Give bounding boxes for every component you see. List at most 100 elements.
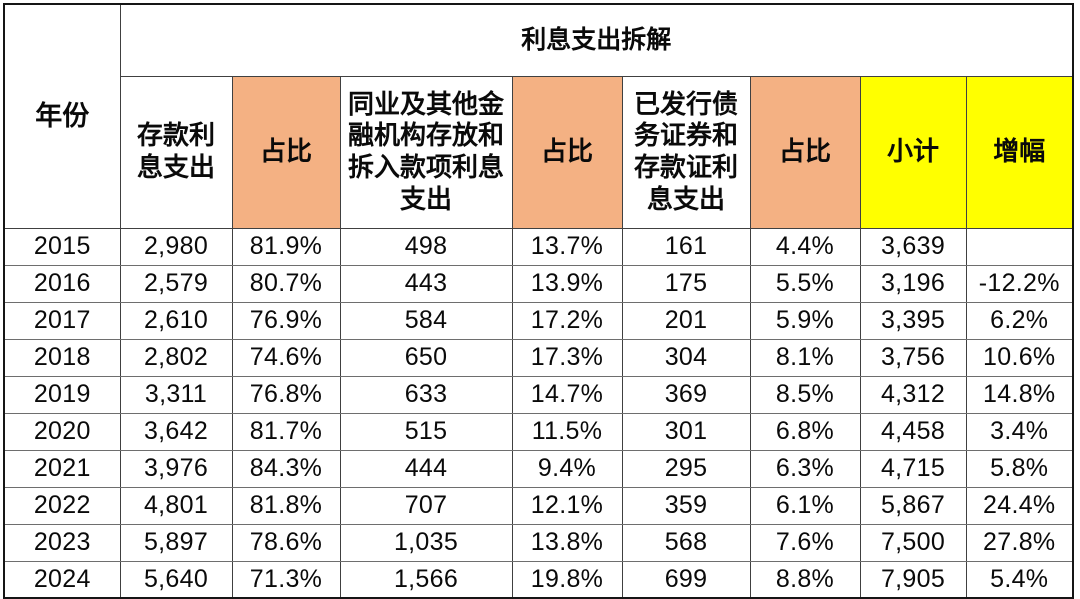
cell-interbank_share: 19.8% bbox=[511, 560, 623, 599]
header-deposit-interest: 存款利息支出 bbox=[119, 75, 233, 229]
cell-deposit_interest: 2,610 bbox=[119, 301, 233, 340]
cell-deposit_share: 81.9% bbox=[231, 227, 341, 266]
cell-debt_securities_interest: 369 bbox=[621, 375, 751, 414]
cell-deposit_share: 74.6% bbox=[231, 338, 341, 377]
header-growth: 增幅 bbox=[965, 75, 1074, 229]
cell-interbank_share: 14.7% bbox=[511, 375, 623, 414]
table-body: 2015 2,980 81.9% 498 13.7% 161 4.4% 3,639 2016 2,… bbox=[3, 227, 1074, 599]
cell-interbank_interest: 498 bbox=[339, 227, 513, 266]
cell-year: 2015 bbox=[3, 227, 121, 266]
cell-growth: 5.8% bbox=[965, 449, 1074, 488]
cell-deposit_interest: 3,976 bbox=[119, 449, 233, 488]
cell-debt_securities_share: 4.4% bbox=[749, 227, 861, 266]
header-deposit-share: 占比 bbox=[231, 75, 341, 229]
table-row: 2023 5,897 78.6% 1,035 13.8% 568 7.6% 7,500 27.8… bbox=[3, 523, 1074, 562]
table-row: 2022 4,801 81.8% 707 12.1% 359 6.1% 5,867 24.4% bbox=[3, 486, 1074, 525]
cell-deposit_share: 81.8% bbox=[231, 486, 341, 525]
cell-subtotal: 5,867 bbox=[859, 486, 967, 525]
cell-deposit_interest: 3,311 bbox=[119, 375, 233, 414]
cell-year: 2016 bbox=[3, 264, 121, 303]
cell-debt_securities_interest: 295 bbox=[621, 449, 751, 488]
cell-year: 2018 bbox=[3, 338, 121, 377]
cell-debt_securities_interest: 175 bbox=[621, 264, 751, 303]
cell-debt_securities_share: 8.1% bbox=[749, 338, 861, 377]
cell-interbank_share: 13.9% bbox=[511, 264, 623, 303]
cell-deposit_share: 76.8% bbox=[231, 375, 341, 414]
cell-growth: 5.4% bbox=[965, 560, 1074, 599]
cell-debt_securities_share: 6.1% bbox=[749, 486, 861, 525]
cell-interbank_interest: 707 bbox=[339, 486, 513, 525]
cell-debt_securities_share: 5.5% bbox=[749, 264, 861, 303]
cell-debt_securities_share: 5.9% bbox=[749, 301, 861, 340]
cell-interbank_share: 12.1% bbox=[511, 486, 623, 525]
cell-interbank_interest: 1,035 bbox=[339, 523, 513, 562]
cell-year: 2022 bbox=[3, 486, 121, 525]
cell-deposit_interest: 2,579 bbox=[119, 264, 233, 303]
year-column-header: 年份 bbox=[3, 3, 121, 229]
cell-subtotal: 7,500 bbox=[859, 523, 967, 562]
cell-deposit_interest: 2,980 bbox=[119, 227, 233, 266]
cell-growth: 3.4% bbox=[965, 412, 1074, 451]
cell-growth: 6.2% bbox=[965, 301, 1074, 340]
cell-debt_securities_share: 6.3% bbox=[749, 449, 861, 488]
cell-debt_securities_interest: 161 bbox=[621, 227, 751, 266]
cell-subtotal: 4,715 bbox=[859, 449, 967, 488]
interest-expense-breakdown-table: 年份 利息支出拆解 存款利息支出 占比 同业及其他金融机构存放和拆入款项利息支出… bbox=[3, 3, 1074, 599]
header-subtotal: 小计 bbox=[859, 75, 967, 229]
cell-year: 2023 bbox=[3, 523, 121, 562]
cell-interbank_interest: 633 bbox=[339, 375, 513, 414]
cell-growth bbox=[965, 227, 1074, 266]
cell-subtotal: 4,312 bbox=[859, 375, 967, 414]
cell-debt_securities_interest: 699 bbox=[621, 560, 751, 599]
cell-deposit_share: 81.7% bbox=[231, 412, 341, 451]
cell-interbank_share: 13.8% bbox=[511, 523, 623, 562]
cell-debt_securities_share: 8.8% bbox=[749, 560, 861, 599]
table-row: 2021 3,976 84.3% 444 9.4% 295 6.3% 4,715 5.8% bbox=[3, 449, 1074, 488]
cell-year: 2019 bbox=[3, 375, 121, 414]
cell-deposit_share: 71.3% bbox=[231, 560, 341, 599]
cell-deposit_interest: 5,897 bbox=[119, 523, 233, 562]
header-interbank-share: 占比 bbox=[511, 75, 623, 229]
table-row: 2024 5,640 71.3% 1,566 19.8% 699 8.8% 7,905 5.4% bbox=[3, 560, 1074, 599]
cell-growth: 14.8% bbox=[965, 375, 1074, 414]
table-row: 2018 2,802 74.6% 650 17.3% 304 8.1% 3,756 10.6% bbox=[3, 338, 1074, 377]
cell-interbank_interest: 443 bbox=[339, 264, 513, 303]
header-debt-securities-interest: 已发行债务证券和存款证利息支出 bbox=[621, 75, 751, 229]
cell-debt_securities_interest: 201 bbox=[621, 301, 751, 340]
table-row: 2020 3,642 81.7% 515 11.5% 301 6.8% 4,458 3.4% bbox=[3, 412, 1074, 451]
cell-growth: 27.8% bbox=[965, 523, 1074, 562]
table-row: 2017 2,610 76.9% 584 17.2% 201 5.9% 3,395 6.2% bbox=[3, 301, 1074, 340]
cell-year: 2017 bbox=[3, 301, 121, 340]
cell-interbank_share: 11.5% bbox=[511, 412, 623, 451]
cell-debt_securities_interest: 301 bbox=[621, 412, 751, 451]
cell-interbank_share: 13.7% bbox=[511, 227, 623, 266]
cell-deposit_share: 76.9% bbox=[231, 301, 341, 340]
table-row: 2019 3,311 76.8% 633 14.7% 369 8.5% 4,312 14.8% bbox=[3, 375, 1074, 414]
cell-interbank_interest: 444 bbox=[339, 449, 513, 488]
cell-subtotal: 3,395 bbox=[859, 301, 967, 340]
cell-year: 2024 bbox=[3, 560, 121, 599]
cell-debt_securities_share: 8.5% bbox=[749, 375, 861, 414]
data-table: 年份 利息支出拆解 存款利息支出 占比 同业及其他金融机构存放和拆入款项利息支出… bbox=[3, 3, 1074, 599]
cell-deposit_share: 84.3% bbox=[231, 449, 341, 488]
cell-debt_securities_share: 6.8% bbox=[749, 412, 861, 451]
cell-year: 2020 bbox=[3, 412, 121, 451]
cell-deposit_interest: 5,640 bbox=[119, 560, 233, 599]
cell-growth: -12.2% bbox=[965, 264, 1074, 303]
cell-debt_securities_share: 7.6% bbox=[749, 523, 861, 562]
cell-debt_securities_interest: 568 bbox=[621, 523, 751, 562]
cell-subtotal: 3,196 bbox=[859, 264, 967, 303]
cell-interbank_interest: 515 bbox=[339, 412, 513, 451]
table-row: 2016 2,579 80.7% 443 13.9% 175 5.5% 3,196 -12.2% bbox=[3, 264, 1074, 303]
header-debt-securities-share: 占比 bbox=[749, 75, 861, 229]
cell-deposit_share: 78.6% bbox=[231, 523, 341, 562]
cell-interbank_share: 17.3% bbox=[511, 338, 623, 377]
cell-growth: 10.6% bbox=[965, 338, 1074, 377]
table-title: 利息支出拆解 bbox=[119, 3, 1074, 77]
cell-interbank_interest: 1,566 bbox=[339, 560, 513, 599]
header-interbank-interest: 同业及其他金融机构存放和拆入款项利息支出 bbox=[339, 75, 513, 229]
cell-debt_securities_interest: 359 bbox=[621, 486, 751, 525]
cell-subtotal: 7,905 bbox=[859, 560, 967, 599]
cell-deposit_share: 80.7% bbox=[231, 264, 341, 303]
cell-growth: 24.4% bbox=[965, 486, 1074, 525]
